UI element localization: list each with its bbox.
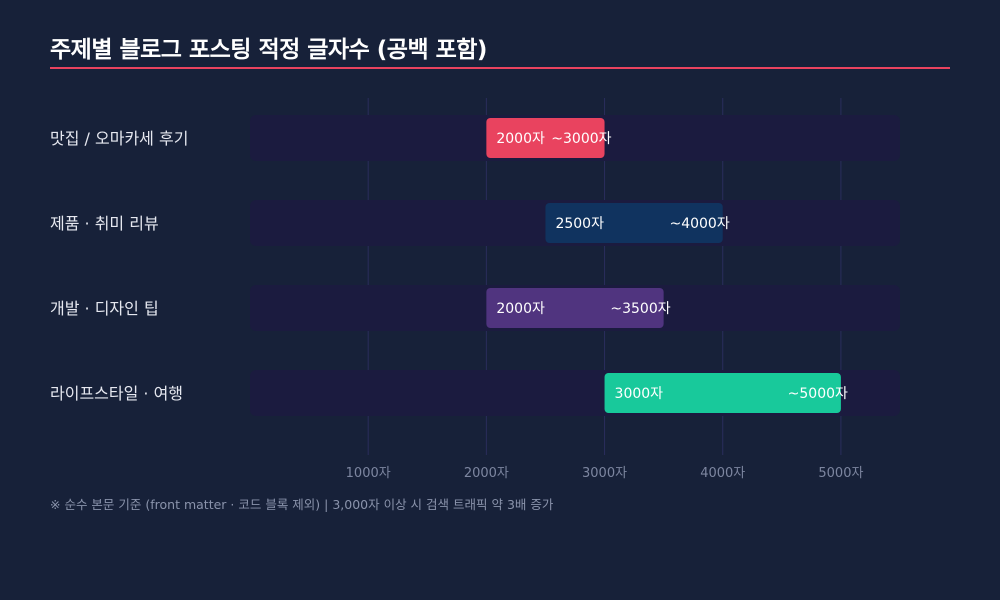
bar-start-label: 2000자 [496, 301, 545, 317]
x-tick-label: 1000자 [346, 466, 391, 481]
category-label: 개발 · 디자인 팁 [50, 299, 159, 318]
chart-title: 주제별 블로그 포스팅 적정 글자수 (공백 포함) [50, 37, 487, 63]
category-label: 제품 · 취미 리뷰 [50, 214, 159, 233]
title-underline [50, 67, 950, 69]
bar-end-label: ~4000자 [669, 216, 729, 232]
bar-end-label: ~3500자 [610, 301, 670, 317]
x-tick-label: 2000자 [464, 466, 509, 481]
bar-end-label: ~5000자 [788, 386, 848, 402]
range-bar [545, 203, 723, 243]
x-tick-label: 4000자 [700, 466, 745, 481]
footnote: ※ 순수 본문 기준 (front matter · 코드 블록 제외) | 3… [50, 497, 554, 512]
bar-start-label: 2000자 [496, 131, 545, 147]
x-tick-label: 3000자 [582, 466, 627, 481]
bar-start-label: 2500자 [555, 216, 604, 232]
category-label: 맛집 / 오마카세 후기 [50, 129, 188, 148]
range-bar [486, 118, 605, 158]
x-tick-label: 5000자 [818, 466, 863, 481]
range-bar [604, 373, 841, 413]
bar-start-label: 3000자 [615, 386, 664, 402]
range-bar [486, 288, 664, 328]
bar-end-label: ~3000자 [551, 131, 611, 147]
category-label: 라이프스타일 · 여행 [50, 384, 183, 403]
